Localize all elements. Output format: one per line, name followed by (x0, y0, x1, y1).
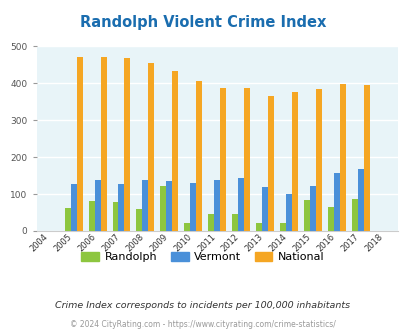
Bar (262, 187, 267, 231)
Bar (232, 214, 238, 231)
Bar (166, 181, 172, 231)
Bar (315, 89, 321, 231)
Text: Crime Index corresponds to incidents per 100,000 inhabitants: Crime Index corresponds to incidents per… (55, 301, 350, 310)
Bar (148, 63, 154, 231)
Text: © 2024 CityRating.com - https://www.cityrating.com/crime-statistics/: © 2024 CityRating.com - https://www.city… (70, 319, 335, 329)
Bar (291, 92, 297, 231)
Bar (142, 180, 148, 231)
Bar (208, 214, 214, 231)
Bar (339, 84, 345, 231)
Bar (256, 223, 262, 231)
Bar (112, 202, 118, 231)
Bar (196, 81, 202, 231)
Bar (214, 180, 220, 231)
Bar (160, 186, 166, 231)
Bar (64, 208, 70, 231)
Bar (124, 58, 130, 231)
Bar (267, 96, 273, 231)
Bar (190, 183, 196, 231)
Bar (100, 56, 106, 231)
Bar (94, 180, 100, 231)
Bar (243, 88, 249, 231)
Bar (70, 184, 77, 231)
Legend: Randolph, Vermont, National: Randolph, Vermont, National (77, 248, 328, 267)
Bar (285, 194, 291, 231)
Bar (77, 57, 82, 231)
Bar (136, 209, 142, 231)
Bar (333, 173, 339, 231)
Bar (363, 85, 369, 231)
Bar (184, 223, 190, 231)
Bar (88, 201, 94, 231)
Bar (172, 71, 178, 231)
Bar (357, 169, 363, 231)
Text: Randolph Violent Crime Index: Randolph Violent Crime Index (80, 15, 325, 30)
Bar (118, 184, 124, 231)
Bar (309, 186, 315, 231)
Bar (327, 207, 333, 231)
Bar (303, 200, 309, 231)
Bar (279, 223, 285, 231)
Bar (351, 199, 357, 231)
Bar (220, 88, 226, 231)
Bar (238, 178, 243, 231)
